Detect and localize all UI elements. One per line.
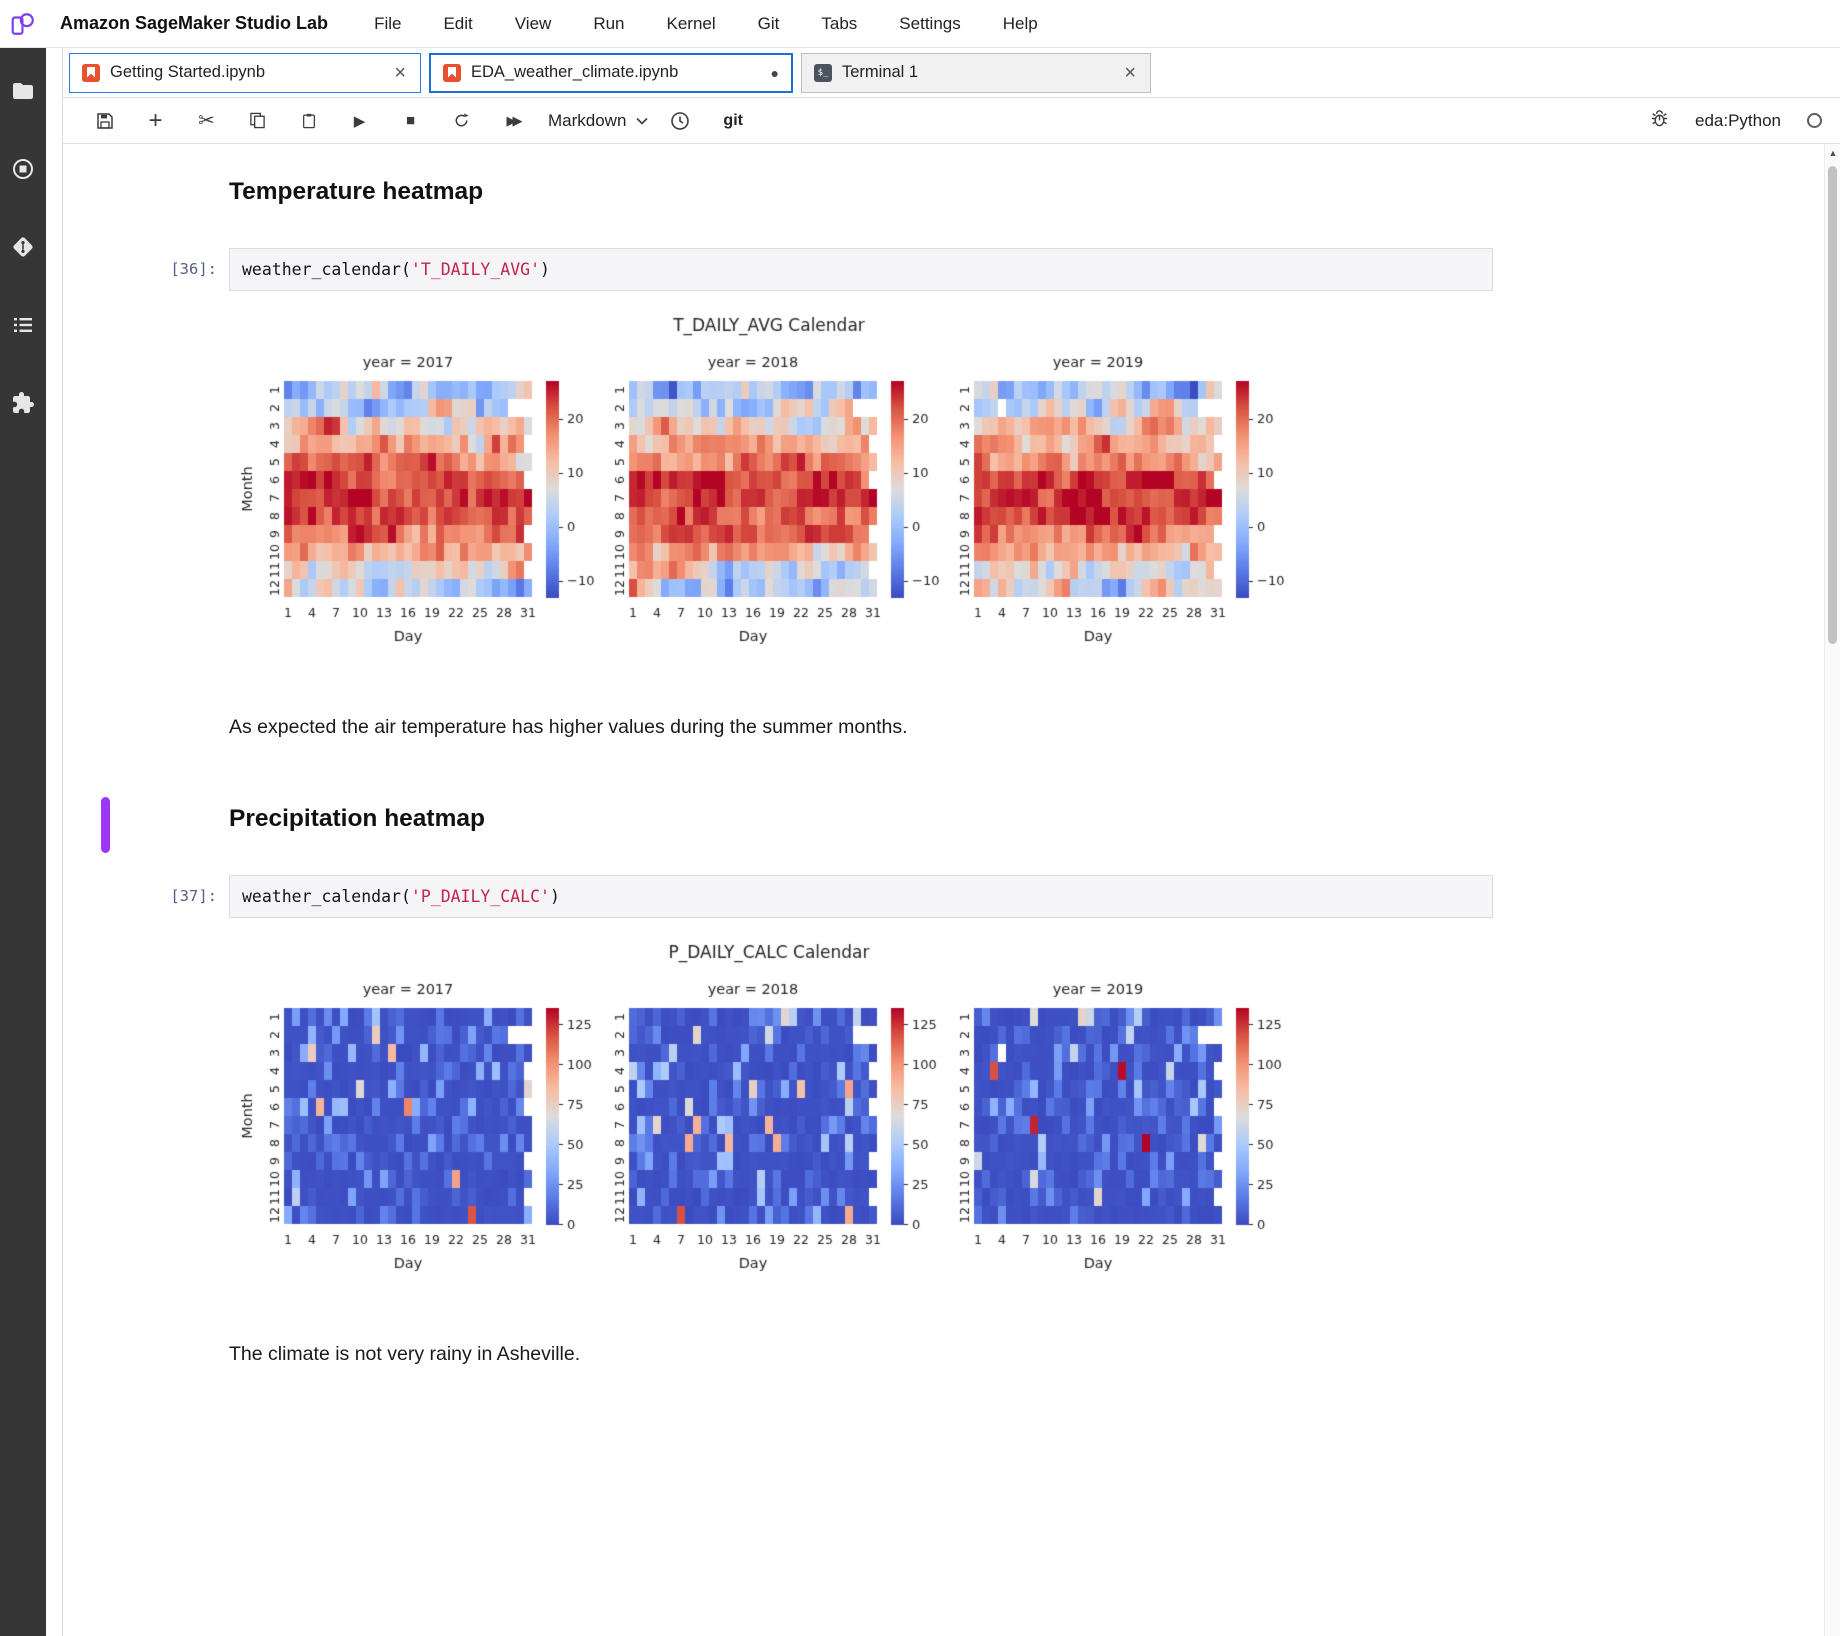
code-string: 'T_DAILY_AVG' [410, 260, 541, 279]
cell-type-value: Markdown [548, 110, 627, 130]
running-sessions-icon[interactable] [8, 154, 38, 184]
cell-type-dropdown[interactable]: Markdown [548, 111, 648, 131]
kernel-name[interactable]: eda:Python [1694, 110, 1781, 130]
chevron-down-icon [636, 117, 648, 125]
history-clock-icon[interactable] [654, 99, 705, 143]
notebook-toolbar: + ✂ ▶ ■ ▶▶ Markdown git [63, 98, 1840, 144]
code-text: weather_calendar( [242, 887, 411, 906]
run-cell-button[interactable]: ▶ [353, 112, 366, 130]
restart-kernel-button[interactable] [436, 99, 487, 143]
code-cell-36[interactable]: [36]: weather_calendar('T_DAILY_AVG') [63, 248, 1840, 291]
tab-label: Getting Started.ipynb [110, 63, 266, 81]
save-button[interactable] [79, 99, 130, 143]
scroll-up-arrow-icon[interactable]: ▲ [1828, 148, 1838, 158]
copy-cells-button[interactable] [232, 99, 283, 143]
code-string: 'P_DAILY_CALC' [410, 887, 550, 906]
temperature-heatmap-canvas [229, 305, 1309, 653]
menu-file[interactable]: File [374, 13, 402, 33]
menu-edit[interactable]: Edit [443, 13, 473, 33]
code-text: weather_calendar( [242, 260, 411, 279]
menu-view[interactable]: View [514, 13, 552, 33]
markdown-heading-temperature[interactable]: Temperature heatmap [229, 178, 484, 205]
code-input[interactable]: weather_calendar('P_DAILY_CALC') [229, 875, 1493, 918]
notebook-content: Temperature heatmap [36]: weather_calend… [63, 144, 1840, 1636]
code-text: ) [540, 260, 550, 279]
notebook-file-icon [443, 63, 461, 82]
interrupt-kernel-button[interactable]: ■ [405, 112, 416, 129]
terminal-icon: $_ [814, 63, 832, 82]
tab-bar: Getting Started.ipynb × EDA_weather_clim… [63, 48, 1840, 98]
add-cell-button[interactable]: + [148, 106, 163, 134]
tab-terminal-1[interactable]: $_ Terminal 1 × [801, 52, 1151, 93]
app-title: Amazon SageMaker Studio Lab [60, 13, 329, 33]
menu-help[interactable]: Help [1002, 13, 1038, 33]
code-input[interactable]: weather_calendar('T_DAILY_AVG') [229, 248, 1493, 291]
debugger-bug-icon[interactable] [1650, 109, 1669, 133]
code-cell-37[interactable]: [37]: weather_calendar('P_DAILY_CALC') [63, 875, 1840, 918]
menu-bar: File Edit View Run Kernel Git Tabs Setti… [374, 14, 1038, 34]
studio-lab-logo-icon[interactable] [0, 11, 46, 37]
menu-kernel[interactable]: Kernel [666, 13, 716, 33]
tab-getting-started[interactable]: Getting Started.ipynb × [69, 52, 421, 93]
table-of-contents-icon[interactable] [8, 310, 38, 340]
cell-prompt: [37]: [170, 887, 217, 905]
output-figure-precipitation [229, 932, 1840, 1285]
precipitation-heatmap-canvas [229, 932, 1309, 1280]
tab-label: EDA_weather_climate.ipynb [471, 63, 679, 81]
restart-run-all-button[interactable]: ▶▶ [506, 112, 523, 128]
markdown-heading-precipitation[interactable]: Precipitation heatmap [229, 805, 485, 832]
unsaved-dot-icon: ● [770, 64, 779, 81]
close-icon[interactable]: × [394, 61, 406, 84]
git-toolbar-button[interactable]: git [723, 111, 743, 129]
menu-run[interactable]: Run [593, 13, 625, 33]
scrollbar-thumb[interactable] [1828, 166, 1837, 644]
notebook-file-icon [82, 63, 100, 82]
cut-cells-button[interactable]: ✂ [198, 110, 215, 132]
left-sidebar [0, 48, 46, 1636]
main-panel: Getting Started.ipynb × EDA_weather_clim… [62, 48, 1840, 1636]
kernel-status-icon[interactable] [1807, 113, 1822, 128]
top-menu-bar: Amazon SageMaker Studio Lab File Edit Vi… [0, 0, 1840, 48]
extensions-icon[interactable] [8, 388, 38, 418]
code-text: ) [549, 887, 560, 906]
menu-tabs[interactable]: Tabs [821, 13, 858, 33]
markdown-note-precipitation[interactable]: The climate is not very rainy in Ashevil… [229, 1343, 581, 1365]
vertical-scrollbar[interactable]: ▲ [1824, 144, 1840, 1636]
close-icon[interactable]: × [1124, 61, 1136, 84]
file-browser-icon[interactable] [8, 76, 38, 106]
tab-eda-weather-climate[interactable]: EDA_weather_climate.ipynb ● [429, 52, 793, 93]
output-figure-temperature [229, 305, 1840, 658]
selected-cell-bar [101, 797, 110, 853]
paste-cells-button[interactable] [283, 99, 334, 143]
markdown-note-temperature[interactable]: As expected the air temperature has high… [229, 716, 908, 738]
menu-git[interactable]: Git [757, 13, 780, 33]
menu-settings[interactable]: Settings [899, 13, 961, 33]
git-icon[interactable] [8, 232, 38, 262]
cell-prompt: [36]: [170, 260, 217, 278]
tab-label: Terminal 1 [842, 63, 919, 81]
markdown-cell-precipitation[interactable]: Precipitation heatmap [63, 797, 1840, 853]
